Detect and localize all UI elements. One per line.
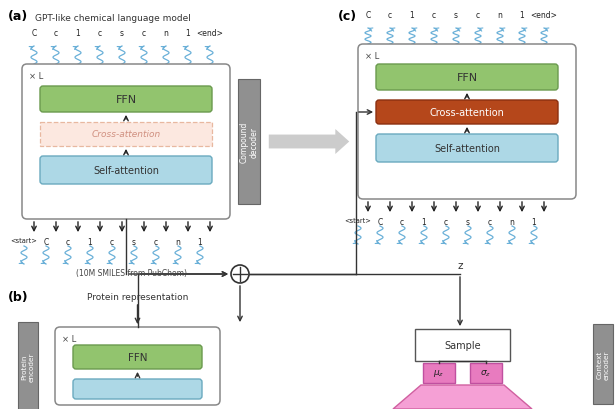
Text: 1: 1 xyxy=(410,11,415,20)
Text: 1: 1 xyxy=(76,29,81,38)
Text: Protein representation: Protein representation xyxy=(87,292,188,301)
FancyBboxPatch shape xyxy=(55,327,220,405)
Text: × L: × L xyxy=(365,52,379,61)
Text: n: n xyxy=(510,218,514,227)
Text: <end>: <end> xyxy=(197,29,223,38)
FancyArrowPatch shape xyxy=(269,130,349,155)
Text: c: c xyxy=(142,29,146,38)
Bar xyxy=(18,322,38,409)
Text: <start>: <start> xyxy=(344,218,371,223)
FancyBboxPatch shape xyxy=(40,87,212,113)
Text: $\sigma_z$: $\sigma_z$ xyxy=(480,368,491,378)
Text: C: C xyxy=(44,237,49,246)
Bar xyxy=(470,363,502,383)
Text: Compound
decoder: Compound decoder xyxy=(239,121,259,163)
FancyBboxPatch shape xyxy=(22,65,230,220)
Bar xyxy=(423,363,455,383)
Bar xyxy=(593,324,613,404)
Text: Cross-attention: Cross-attention xyxy=(92,130,161,139)
Text: C: C xyxy=(378,218,383,227)
Text: Self-attention: Self-attention xyxy=(434,144,500,154)
Text: GPT-like chemical language model: GPT-like chemical language model xyxy=(35,14,191,23)
Text: × L: × L xyxy=(29,72,43,81)
Text: c: c xyxy=(432,11,436,20)
Text: c: c xyxy=(400,218,404,227)
FancyBboxPatch shape xyxy=(73,345,202,369)
Text: c: c xyxy=(154,237,158,246)
Text: FFN: FFN xyxy=(116,95,137,105)
Text: Context
encoder: Context encoder xyxy=(597,349,609,379)
Text: Cross-attention: Cross-attention xyxy=(429,108,504,118)
Text: 1: 1 xyxy=(87,237,92,246)
Text: (a): (a) xyxy=(8,10,28,23)
FancyBboxPatch shape xyxy=(40,157,212,184)
Text: C: C xyxy=(31,29,37,38)
Text: s: s xyxy=(466,218,470,227)
Text: FFN: FFN xyxy=(456,73,478,83)
Text: FFN: FFN xyxy=(128,352,147,362)
FancyBboxPatch shape xyxy=(376,101,558,125)
Text: $\mu_z$: $\mu_z$ xyxy=(434,368,445,379)
Text: (b): (b) xyxy=(8,290,29,303)
Text: s: s xyxy=(454,11,458,20)
Text: s: s xyxy=(120,29,124,38)
FancyBboxPatch shape xyxy=(358,45,576,200)
Bar xyxy=(238,80,260,204)
Text: 1: 1 xyxy=(520,11,525,20)
Text: c: c xyxy=(444,218,448,227)
FancyBboxPatch shape xyxy=(376,135,558,163)
Text: c: c xyxy=(66,237,70,246)
Text: Self-attention: Self-attention xyxy=(93,166,159,175)
FancyBboxPatch shape xyxy=(73,379,202,399)
Polygon shape xyxy=(393,385,532,409)
Text: c: c xyxy=(98,29,102,38)
Text: c: c xyxy=(388,11,392,20)
Text: <start>: <start> xyxy=(10,237,38,243)
Text: n: n xyxy=(164,29,169,38)
FancyBboxPatch shape xyxy=(376,65,558,91)
Text: n: n xyxy=(498,11,502,20)
Circle shape xyxy=(231,265,249,283)
Text: <end>: <end> xyxy=(531,11,557,20)
Text: 1: 1 xyxy=(531,218,536,227)
Text: 1: 1 xyxy=(186,29,191,38)
Text: c: c xyxy=(54,29,58,38)
Bar xyxy=(40,123,212,147)
Text: × L: × L xyxy=(62,334,76,343)
Text: n: n xyxy=(175,237,180,246)
Text: s: s xyxy=(132,237,136,246)
Bar xyxy=(415,329,510,361)
Text: (10M SMILES from PubChem): (10M SMILES from PubChem) xyxy=(76,268,186,277)
Text: C: C xyxy=(365,11,371,20)
Text: Sample: Sample xyxy=(444,340,481,350)
Text: c: c xyxy=(488,218,492,227)
Text: (c): (c) xyxy=(338,10,357,23)
Text: Protein
encoder: Protein encoder xyxy=(22,351,34,381)
Text: z: z xyxy=(457,261,462,270)
Text: c: c xyxy=(110,237,114,246)
Text: c: c xyxy=(476,11,480,20)
Text: 1: 1 xyxy=(422,218,426,227)
Text: 1: 1 xyxy=(197,237,202,246)
